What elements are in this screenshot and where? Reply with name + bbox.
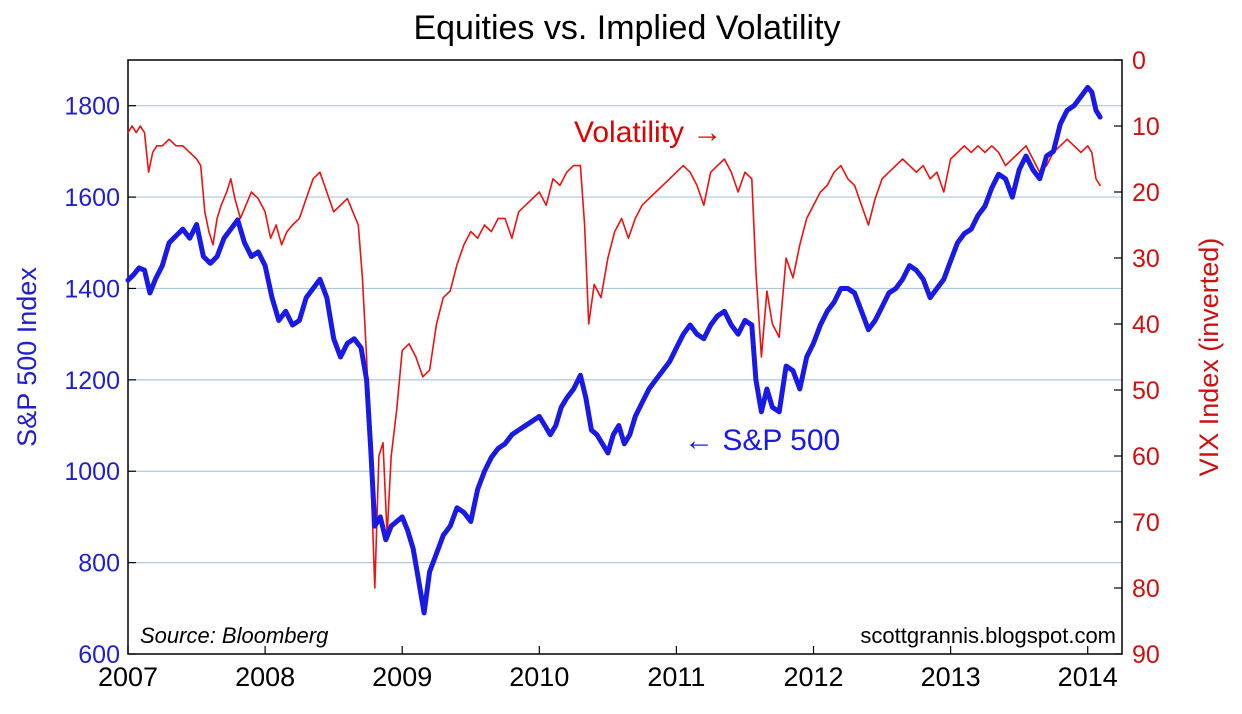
right-tick-label: 50 bbox=[1132, 377, 1160, 405]
left-tick-label: 1200 bbox=[64, 367, 120, 395]
x-tick-label: 2009 bbox=[372, 662, 432, 692]
left-tick-label: 1400 bbox=[64, 275, 120, 303]
x-axis: 2007 2008 2009 2010 2011 2012 2013 2014 bbox=[98, 646, 1118, 692]
left-tick-label: 600 bbox=[78, 641, 120, 669]
right-tick-label: 10 bbox=[1132, 113, 1160, 141]
left-axis-label: S&P 500 Index bbox=[12, 267, 42, 447]
right-tick-label: 20 bbox=[1132, 179, 1160, 207]
left-tick-label: 1600 bbox=[64, 184, 120, 212]
series-group bbox=[125, 84, 1103, 616]
chart-title: Equities vs. Implied Volatility bbox=[413, 9, 840, 47]
x-tick-label: 2007 bbox=[98, 662, 158, 692]
right-tick-label: 60 bbox=[1132, 443, 1160, 471]
right-tick-label: 80 bbox=[1132, 575, 1160, 603]
left-tick-label: 1000 bbox=[64, 458, 120, 486]
right-tick-label: 0 bbox=[1132, 47, 1146, 75]
right-tick-label: 90 bbox=[1132, 641, 1160, 669]
right-tick-label: 70 bbox=[1132, 509, 1160, 537]
x-tick-label: 2010 bbox=[509, 662, 569, 692]
source-note: Source: Bloomberg bbox=[140, 623, 329, 648]
right-axis: 0 10 20 30 40 50 60 70 80 90 bbox=[1114, 47, 1160, 669]
site-note: scottgrannis.blogspot.com bbox=[860, 623, 1116, 648]
spx-series-line bbox=[125, 84, 1103, 616]
right-tick-label: 30 bbox=[1132, 245, 1160, 273]
left-axis: 600 800 1000 1200 1400 1600 1800 bbox=[64, 93, 136, 669]
plot-frame bbox=[127, 59, 1123, 655]
x-tick-label: 2008 bbox=[235, 662, 295, 692]
volatility-annotation: Volatility → bbox=[574, 116, 722, 149]
x-tick-label: 2012 bbox=[783, 662, 843, 692]
x-tick-label: 2014 bbox=[1058, 662, 1118, 692]
x-tick-label: 2013 bbox=[921, 662, 981, 692]
vix-series-line bbox=[127, 125, 1101, 589]
x-tick-label: 2011 bbox=[647, 662, 705, 692]
left-tick-label: 800 bbox=[78, 550, 120, 578]
spx-annotation: ← S&P 500 bbox=[684, 424, 840, 457]
right-axis-label: VIX Index (inverted) bbox=[1194, 238, 1224, 477]
left-tick-label: 1800 bbox=[64, 93, 120, 121]
grid bbox=[128, 105, 1122, 564]
right-tick-label: 40 bbox=[1132, 311, 1160, 339]
